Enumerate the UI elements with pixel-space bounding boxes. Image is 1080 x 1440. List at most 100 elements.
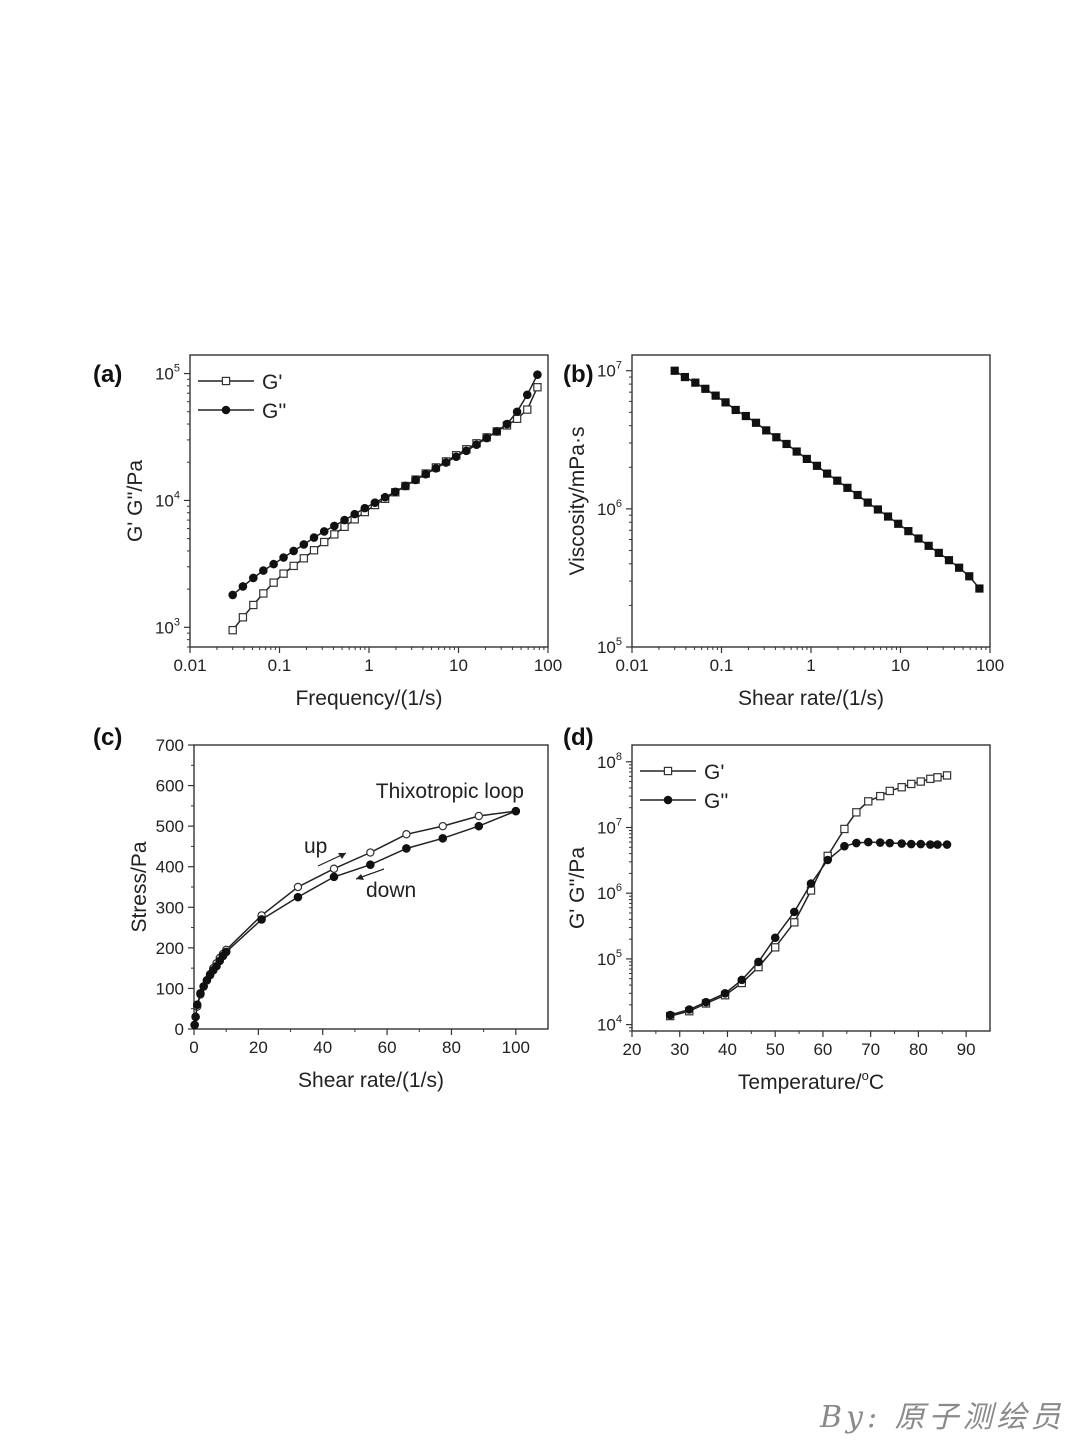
- data-point: [823, 855, 833, 865]
- y-axis-label: Stress/Pa: [128, 841, 151, 932]
- y-tick-label-exp: 7: [616, 816, 622, 828]
- data-point: [926, 774, 935, 784]
- data-point: [421, 469, 431, 479]
- axes-frame: [189, 354, 549, 648]
- data-point: [370, 498, 380, 507]
- data-point: [812, 461, 822, 470]
- y-tick-label-exp: 7: [616, 360, 622, 372]
- y-tick-label: 200: [156, 939, 184, 958]
- data-point: [190, 1020, 199, 1030]
- data-point: [965, 572, 974, 581]
- x-tick-label: 0.01: [173, 656, 206, 675]
- data-point: [916, 777, 925, 786]
- x-tick-label: 20: [623, 1040, 642, 1059]
- data-point: [806, 879, 816, 888]
- data-point: [462, 446, 471, 456]
- x-tick-label: 1: [806, 656, 815, 675]
- y-tick-label-exp: 5: [616, 636, 622, 648]
- annotation-up: up: [304, 835, 327, 858]
- data-point: [340, 515, 349, 525]
- x-tick-label: 60: [813, 1040, 832, 1059]
- data-point: [863, 837, 873, 847]
- data-point: [875, 838, 885, 847]
- data-point: [411, 475, 420, 485]
- x-tick-label: 40: [313, 1038, 332, 1057]
- data-point: [665, 1010, 675, 1020]
- data-point: [883, 512, 893, 521]
- x-tick-label: 100: [502, 1038, 530, 1057]
- y-tick-label: 104: [155, 489, 180, 510]
- data-point: [772, 433, 781, 442]
- data-point: [238, 582, 248, 591]
- data-point: [366, 848, 375, 857]
- data-point: [762, 426, 771, 435]
- data-point: [907, 779, 916, 789]
- y-axis-label: G' G''/Pa: [124, 460, 147, 542]
- legend-entry: G'': [640, 790, 728, 813]
- data-point: [741, 411, 750, 421]
- legend-marker: [663, 795, 673, 805]
- panel-label: (d): [563, 724, 594, 751]
- x-tick-label: 0.01: [615, 656, 648, 675]
- data-point: [279, 569, 288, 578]
- data-point: [438, 834, 448, 843]
- y-tick-label: 105: [597, 948, 622, 969]
- data-point: [906, 839, 916, 849]
- data-point: [852, 838, 861, 848]
- data-point: [522, 390, 532, 400]
- y-tick-label: 600: [156, 777, 184, 796]
- series-2: [665, 837, 952, 1020]
- data-point: [474, 821, 484, 831]
- data-point: [754, 957, 763, 967]
- y-tick-label-exp: 6: [616, 882, 622, 894]
- data-point: [904, 527, 913, 536]
- axes-frame: [631, 744, 991, 1032]
- data-point: [320, 537, 329, 547]
- x-axis-label-unit: C: [869, 1071, 884, 1094]
- data-point: [259, 589, 268, 598]
- x-tick-label: 1: [364, 656, 373, 675]
- series-line: [193, 810, 516, 1025]
- data-point: [840, 824, 849, 834]
- data-point: [823, 469, 832, 478]
- data-point: [269, 578, 278, 587]
- data-point: [196, 988, 205, 998]
- legend-entry: G'': [198, 400, 286, 423]
- data-point: [770, 933, 780, 943]
- y-tick-label-exp: 5: [616, 948, 622, 960]
- data-point: [934, 548, 943, 557]
- y-tick-label: 500: [156, 817, 184, 836]
- data-point: [955, 563, 964, 572]
- data-point: [451, 452, 461, 462]
- data-point: [249, 573, 258, 583]
- legend-marker: [663, 766, 673, 776]
- data-point: [199, 982, 208, 991]
- x-tick-label: 100: [534, 656, 562, 675]
- data-point: [293, 892, 303, 902]
- data-point: [238, 613, 248, 622]
- data-point: [474, 811, 484, 821]
- data-point: [863, 498, 872, 507]
- y-tick-label: 0: [175, 1020, 184, 1039]
- data-point: [502, 419, 512, 429]
- data-point: [492, 427, 502, 436]
- data-point: [431, 464, 441, 473]
- data-point: [259, 566, 268, 575]
- data-point: [228, 625, 237, 635]
- x-tick-label: 100: [976, 656, 1004, 675]
- legend-entry: G': [198, 371, 282, 394]
- y-tick-label: 700: [156, 736, 184, 755]
- data-point: [402, 830, 411, 839]
- data-point: [299, 554, 309, 563]
- legend-entry: G': [640, 761, 724, 784]
- data-point: [916, 839, 926, 849]
- y-tick-label-exp: 8: [616, 751, 622, 763]
- panel-label: (c): [93, 724, 122, 751]
- data-point: [269, 559, 278, 569]
- y-tick-label-exp: 6: [616, 498, 622, 510]
- y-axis-label: Viscosity/mPa·s: [566, 427, 589, 576]
- x-tick-label: 50: [766, 1040, 785, 1059]
- data-point: [512, 407, 522, 417]
- y-axis-label: G' G''/Pa: [566, 847, 589, 929]
